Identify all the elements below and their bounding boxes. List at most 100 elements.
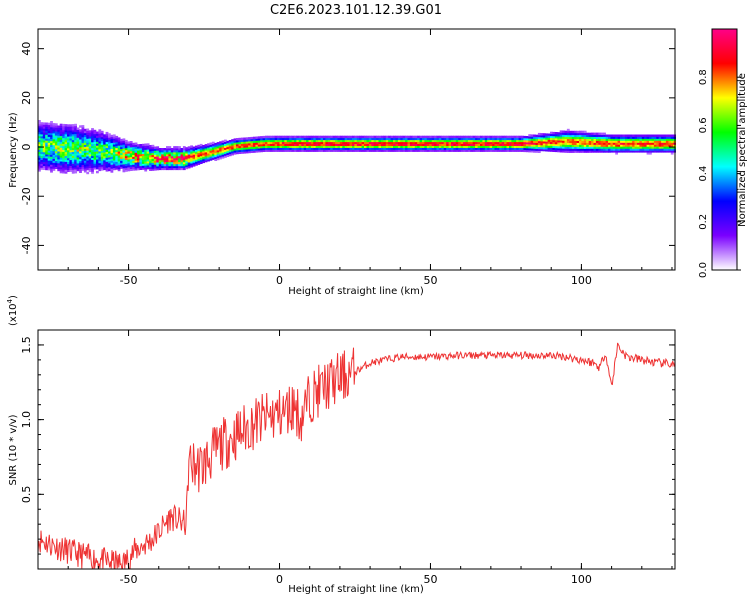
spectrogram-cell	[88, 130, 92, 133]
spectrogram-cell	[559, 142, 563, 145]
spectrogram-cell	[368, 149, 372, 152]
spectrogram-cell	[332, 141, 336, 144]
spectrogram-cell	[533, 142, 536, 145]
spectrogram-cell	[248, 137, 251, 140]
spectrogram-cell	[221, 148, 225, 151]
spectrogram-cell	[67, 144, 70, 147]
spectrogram-cell	[547, 141, 551, 144]
spectrogram-cell	[74, 153, 77, 156]
spectrogram-cell	[661, 150, 664, 153]
spectrogram-cell	[108, 147, 111, 150]
spectrogram-cell	[83, 140, 87, 143]
spectrogram-cell	[310, 149, 314, 152]
spectrogram-cell	[158, 152, 162, 155]
spectrogram-cell	[204, 154, 208, 157]
spectrogram-cell	[347, 143, 350, 146]
spectrogram-cell	[622, 150, 626, 153]
spectrogram-cell	[523, 137, 527, 141]
spectrogram-cell	[151, 148, 155, 152]
spectrogram-cell	[59, 123, 63, 127]
spectrogram-cell	[156, 162, 160, 165]
spectrogram-cell	[349, 149, 353, 152]
spectrogram-cell	[132, 160, 135, 163]
spectrogram-cell	[581, 136, 585, 139]
spectrogram-cell	[586, 138, 589, 141]
spectrogram-cell	[576, 148, 580, 151]
spectrogram-cell	[178, 167, 181, 171]
spectrogram-cell	[129, 160, 133, 164]
spectrogram-cell	[163, 167, 167, 171]
spectrogram-cell	[313, 139, 317, 143]
spectrogram-cell	[195, 157, 198, 160]
spectrogram-cell	[166, 163, 169, 167]
spectrogram-cell	[632, 140, 635, 143]
spectrogram-cell	[117, 168, 121, 172]
spectrogram-cell	[480, 143, 483, 146]
spectrogram-cell	[112, 163, 116, 167]
spectrogram-cell	[576, 136, 580, 140]
spectrogram-cell	[470, 147, 474, 150]
spectrogram-cell	[243, 145, 247, 148]
spectrogram-cell	[265, 149, 268, 152]
spectrogram-cell	[361, 147, 365, 150]
spectrogram-cell	[504, 141, 507, 144]
spectrogram-cell	[64, 163, 68, 166]
snr-ytick-label: 1.5	[20, 336, 33, 354]
spectrogram-cell	[494, 147, 498, 150]
spectrogram-cell	[559, 140, 563, 143]
spectrogram-cell	[436, 135, 440, 139]
spectrogram-cell	[110, 152, 114, 155]
spectrogram-cell	[45, 144, 48, 147]
spectrogram-cell	[475, 147, 478, 150]
spectrogram-cell	[477, 147, 481, 150]
spectrogram-cell	[115, 139, 119, 143]
spectrogram-cell	[388, 137, 391, 141]
spectrogram-cell	[504, 147, 507, 150]
spectrogram-cell	[426, 147, 430, 150]
spectrogram-cell	[579, 136, 582, 139]
spectrogram-cell	[559, 132, 563, 135]
spectrogram-cell	[233, 152, 237, 155]
spectrogram-cell	[600, 150, 604, 153]
spectrogram-cell	[144, 165, 148, 168]
spectrogram-cell	[448, 137, 452, 141]
spectrogram-cell	[298, 149, 302, 152]
spectrogram-cell	[105, 135, 109, 139]
spectrogram-cell	[373, 135, 377, 139]
spectrogram-cell	[74, 157, 77, 160]
spectrogram-cell	[624, 148, 628, 151]
spectrogram-cell	[59, 167, 63, 170]
spectrogram-cell	[52, 158, 56, 161]
spectrogram-cell	[110, 154, 114, 157]
spectrogram-cell	[443, 149, 447, 152]
spectrogram-cell	[127, 157, 131, 160]
spectrogram-cell	[286, 135, 290, 139]
spectrogram-cell	[221, 140, 225, 143]
spectrogram-cell	[103, 136, 106, 139]
spectrogram-cell	[310, 139, 314, 143]
spectrogram-cell	[542, 145, 546, 148]
spectrogram-cell	[216, 153, 220, 157]
spectrogram-cell	[124, 141, 128, 145]
spectrogram-cell	[458, 145, 461, 148]
spectrogram-cell	[81, 129, 85, 132]
spectrogram-cell	[137, 160, 140, 163]
spectrogram-cell	[166, 155, 169, 159]
spectrogram-cell	[405, 147, 408, 150]
spectrogram-cell	[69, 128, 73, 131]
spectrogram-cell	[98, 137, 102, 140]
spectrogram-cell	[668, 134, 672, 137]
spectrogram-cell	[571, 146, 575, 149]
spectrogram-cell	[670, 152, 674, 155]
spectrogram-cell	[96, 143, 99, 146]
spectrogram-cell	[339, 137, 343, 141]
spectrogram-cell	[550, 135, 553, 138]
spectrogram-cell	[620, 136, 623, 139]
spectrogram-cell	[45, 128, 48, 131]
spectrogram-cell	[383, 139, 387, 143]
spectrogram-cell	[260, 147, 263, 151]
spectrogram-cell	[554, 139, 558, 143]
spectrogram-cell	[79, 156, 82, 160]
spectrogram-cell	[591, 146, 594, 149]
spectrogram-cell	[463, 135, 466, 139]
